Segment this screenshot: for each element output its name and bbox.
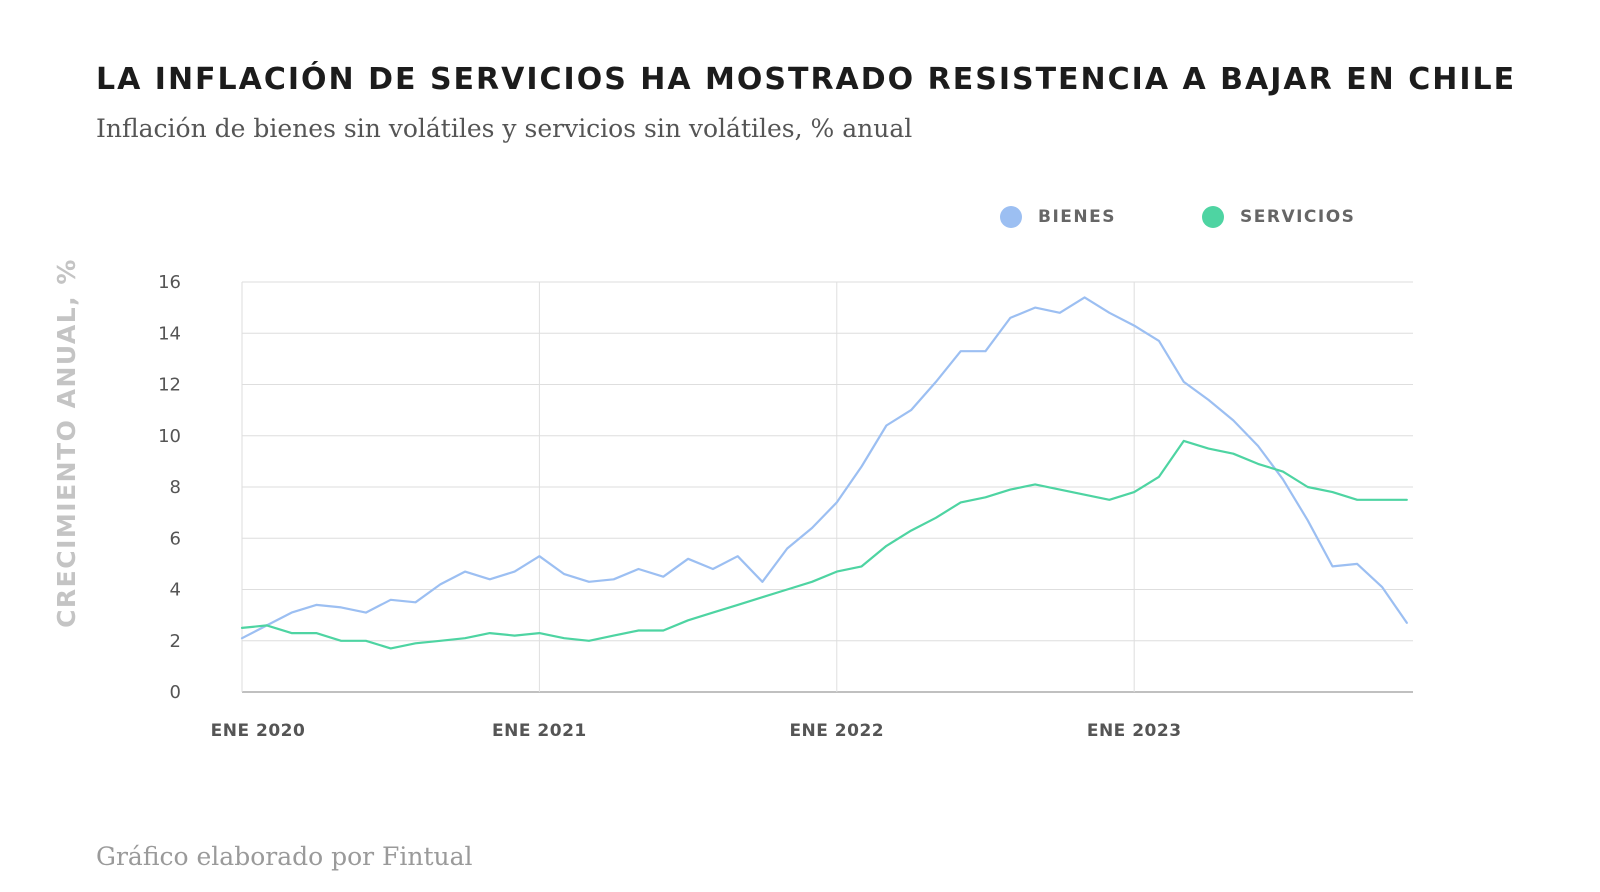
y-axis-label: CRECIMIENTO ANUAL, % (52, 258, 81, 628)
y-tick-label: 14 (158, 323, 181, 344)
legend-label-servicios: SERVICIOS (1240, 207, 1356, 227)
x-tick-label: ENE 2023 (1087, 721, 1182, 741)
chart-subtitle: Inflación de bienes sin volátiles y serv… (96, 114, 913, 143)
x-tick-label: ENE 2022 (789, 721, 884, 741)
y-axis-ticks: 0 2 4 6 8 10 12 14 16 (158, 272, 181, 703)
legend-swatch-bienes (1000, 206, 1022, 228)
legend-label-bienes: BIENES (1038, 207, 1116, 227)
series-line-bienes (240, 296, 1408, 640)
y-tick-label: 12 (158, 375, 181, 396)
y-tick-label: 10 (158, 426, 181, 447)
legend-item-servicios: SERVICIOS (1202, 206, 1355, 228)
legend-swatch-servicios (1202, 206, 1224, 228)
x-tick-label: ENE 2021 (492, 721, 587, 741)
grid (241, 281, 1413, 693)
legend-item-bienes: BIENES (1000, 206, 1116, 228)
series-line-servicios (240, 439, 1408, 650)
y-tick-label: 6 (170, 528, 181, 549)
legend: BIENES SERVICIOS (0, 206, 1600, 236)
y-tick-label: 16 (158, 272, 181, 293)
y-tick-label: 4 (170, 580, 181, 601)
y-tick-label: 2 (170, 631, 181, 652)
footer-credit: Gráfico elaborado por Fintual (96, 842, 473, 871)
x-axis-ticks: ENE 2020 ENE 2021 ENE 2022 ENE 2023 (211, 721, 1182, 741)
chart-title: LA INFLACIÓN DE SERVICIOS HA MOSTRADO RE… (96, 62, 1517, 97)
y-tick-label: 0 (170, 682, 181, 703)
y-tick-label: 8 (170, 477, 181, 498)
series-lines (240, 296, 1408, 650)
x-tick-label: ENE 2020 (211, 721, 306, 741)
